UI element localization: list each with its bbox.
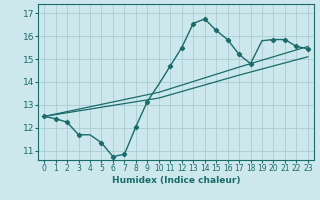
X-axis label: Humidex (Indice chaleur): Humidex (Indice chaleur) [112, 176, 240, 185]
